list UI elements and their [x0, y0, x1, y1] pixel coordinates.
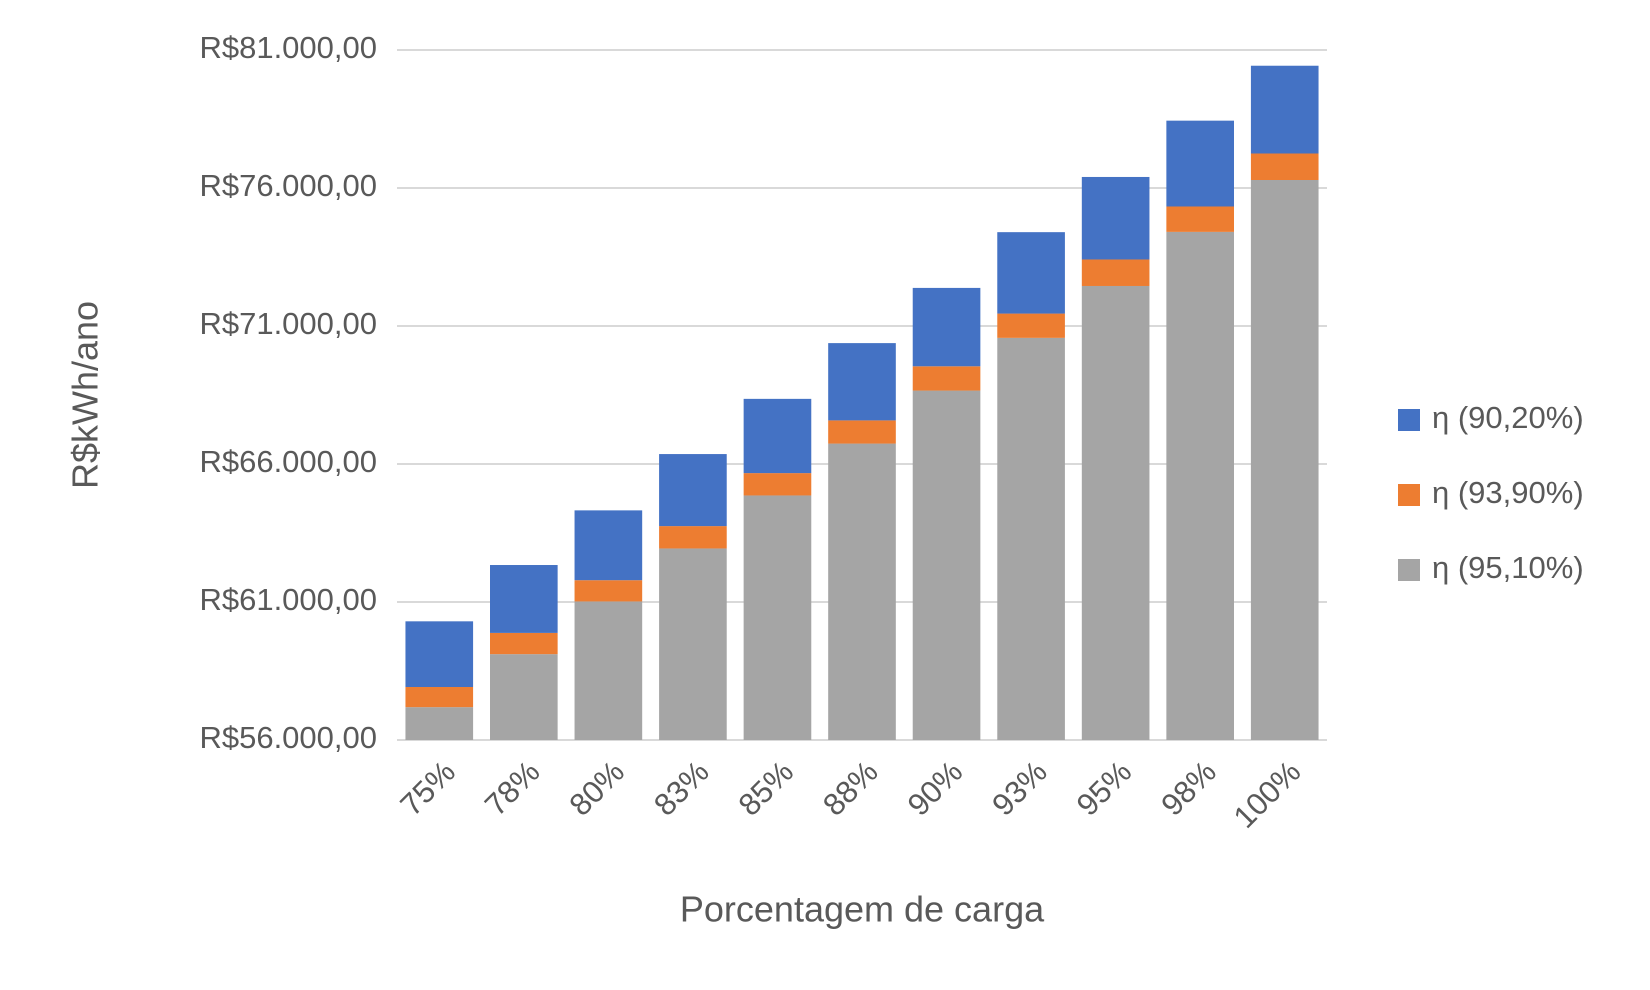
x-tick-label: 100%: [1227, 754, 1308, 835]
x-tick-label: 80%: [562, 754, 631, 823]
bar-segment: [1166, 120, 1234, 207]
bar-segment: [997, 313, 1065, 338]
x-tick-label: 83%: [647, 754, 716, 823]
x-tick-label: 98%: [1154, 754, 1223, 823]
bar-segment: [574, 580, 643, 602]
bar-segment: [405, 687, 474, 708]
x-tick-label: 90%: [901, 754, 970, 823]
legend-label: η (95,10%): [1432, 550, 1584, 585]
x-tick-label: 75%: [393, 754, 462, 823]
bar-segment: [912, 366, 981, 391]
bar-segment: [912, 287, 981, 367]
bar-segment: [405, 707, 474, 740]
bar-segment: [743, 495, 812, 740]
bar-segment: [1081, 259, 1150, 286]
bar-segment: [828, 343, 896, 421]
x-tick-label: 78%: [478, 754, 547, 823]
bar-segment: [1250, 179, 1319, 741]
bar-segment: [1166, 206, 1234, 232]
x-tick-label: 95%: [1070, 754, 1139, 823]
x-tick-label: 88%: [816, 754, 885, 823]
y-tick-label: R$81.000,00: [199, 30, 377, 65]
legend-label: η (93,90%): [1432, 475, 1584, 510]
bar-segment: [743, 398, 812, 474]
legend-swatch: [1398, 409, 1420, 431]
bar-segment: [828, 420, 896, 444]
bar-segment: [659, 548, 727, 740]
bar-segment: [1081, 176, 1150, 260]
y-tick-label: R$61.000,00: [199, 582, 377, 617]
bar-segment: [574, 510, 643, 581]
x-tick-label: 85%: [732, 754, 801, 823]
y-tick-label: R$66.000,00: [199, 444, 377, 479]
legend-label: η (90,20%): [1432, 400, 1584, 435]
y-tick-label: R$56.000,00: [199, 720, 377, 755]
bar-segment: [912, 390, 981, 740]
legend-swatch: [1398, 559, 1420, 581]
bar-segment: [659, 526, 727, 549]
y-axis-title: R$kWh/ano: [65, 301, 106, 489]
bar-segment: [1081, 285, 1150, 740]
bar-segment: [490, 565, 558, 633]
y-tick-label: R$71.000,00: [199, 306, 377, 341]
y-tick-label: R$76.000,00: [199, 168, 377, 203]
x-axis-title: Porcentagem de carga: [680, 889, 1045, 930]
bar-segment: [997, 337, 1065, 740]
bar-segment: [405, 621, 474, 688]
bar-segment: [1166, 231, 1234, 740]
bar-segment: [828, 443, 896, 740]
legend-swatch: [1398, 484, 1420, 506]
bar-segment: [1250, 65, 1319, 154]
bar-segment: [997, 232, 1065, 314]
bar-segment: [490, 632, 558, 655]
x-tick-label: 93%: [985, 754, 1054, 823]
bar-segment: [743, 473, 812, 496]
bar-segment: [659, 454, 727, 527]
bar-segment: [490, 654, 558, 740]
bar-segment: [574, 601, 643, 740]
bar-segment: [1250, 153, 1319, 180]
